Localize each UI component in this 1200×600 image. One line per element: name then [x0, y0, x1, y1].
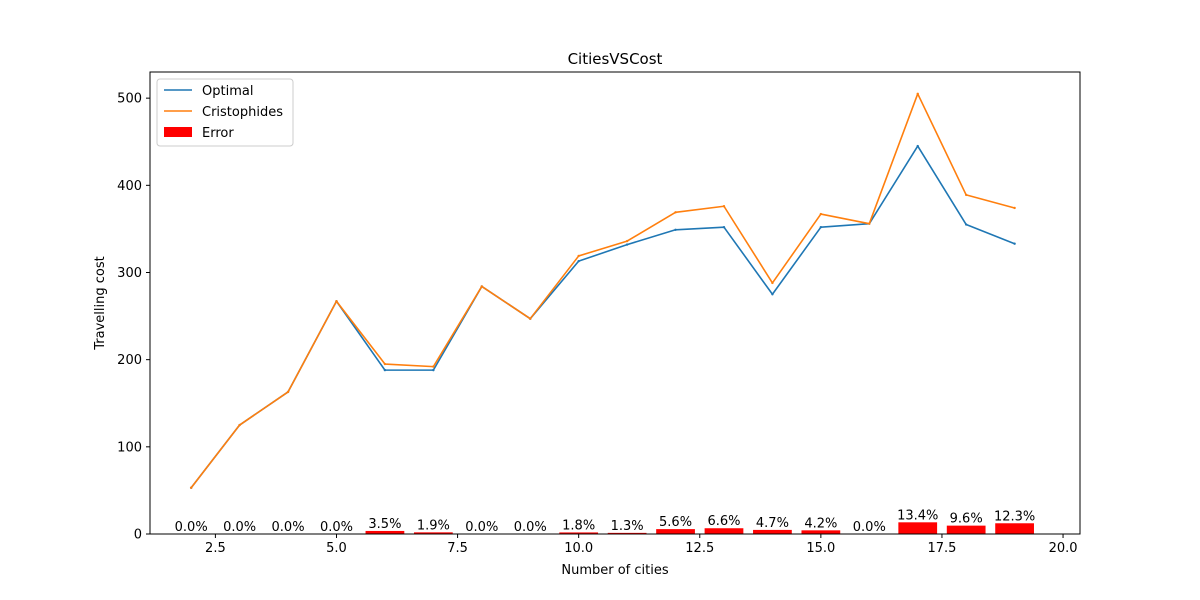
y-tick-label-3: 300: [117, 266, 142, 281]
y-axis: 0 100 200 300 400 500: [117, 92, 150, 543]
bar-label-8: 0.0%: [465, 520, 498, 535]
bar-label-5: 0.0%: [320, 520, 353, 535]
point-optimal-11: [625, 243, 629, 246]
x-tick-label-0: 2.5: [205, 541, 226, 556]
bar-label-12: 5.6%: [659, 515, 692, 530]
point-cristophides-18: [964, 193, 968, 197]
bar-error-11: [607, 532, 647, 534]
bar-label-11: 1.3%: [611, 519, 644, 534]
x-tick-label-5: 15.0: [806, 541, 835, 556]
x-tick-label-3: 10.0: [564, 541, 593, 556]
point-optimal-13: [722, 225, 726, 229]
bar-label-14: 4.7%: [756, 516, 789, 531]
bar-error-13: [704, 528, 744, 534]
y-tick-label-5: 500: [117, 92, 142, 107]
point-cristophides-15: [819, 212, 823, 216]
point-cristophides-11: [625, 239, 629, 243]
bar-label-6: 3.5%: [368, 517, 401, 532]
bar-label-10: 1.8%: [562, 518, 595, 533]
legend-optimal-label: Optimal: [202, 84, 253, 99]
y-tick-label-1: 100: [117, 440, 142, 455]
point-optimal-10: [577, 259, 580, 263]
bar-label-18: 9.6%: [950, 512, 983, 527]
point-cristophides-7: [432, 365, 435, 368]
bar-error-7: [413, 532, 453, 534]
point-cristophides-17: [916, 92, 919, 95]
x-tick-label-4: 12.5: [685, 541, 714, 556]
chart-title: CitiesVSCost: [568, 50, 663, 68]
point-cristophides-8: [480, 285, 483, 288]
x-tick-label-7: 20.0: [1049, 541, 1078, 556]
point-cristophides-10: [577, 254, 580, 258]
bar-label-3: 0.0%: [223, 520, 256, 535]
point-cristophides-9: [529, 317, 532, 320]
point-cristophides-13: [722, 205, 726, 208]
error-bar-labels: 0.0% 0.0% 0.0% 0.0% 3.5% 1.9% 0.0% 0.0% 1.8% 1.3%…: [175, 508, 1036, 535]
y-tick-label-0: 0: [134, 528, 142, 543]
y-tick-label-2: 200: [117, 353, 142, 368]
series-line-optimal: [190, 145, 1015, 489]
y-tick-label-4: 400: [117, 179, 142, 194]
bar-label-2: 0.0%: [175, 520, 208, 535]
x-tick-label-6: 17.5: [927, 541, 956, 556]
point-cristophides-5: [335, 300, 338, 303]
plot-frame: [149, 71, 1081, 535]
bar-error-18: [946, 525, 986, 534]
point-optimal-17: [916, 144, 919, 148]
bar-error-14: [753, 529, 792, 534]
point-cristophides-14: [771, 281, 774, 285]
bar-error-19: [995, 523, 1034, 534]
point-optimal-6: [383, 368, 387, 372]
point-cristophides-19: [1013, 206, 1016, 210]
bar-error-17: [898, 522, 938, 534]
error-bars: [365, 522, 1034, 534]
y-axis-title: Travelling cost: [93, 256, 108, 350]
x-axis-title: Number of cities: [561, 563, 668, 578]
point-cristophides-16: [868, 222, 871, 225]
point-optimal-18: [964, 223, 968, 226]
bar-label-15: 4.2%: [804, 516, 837, 531]
bar-error-15: [801, 530, 841, 534]
bar-label-17: 13.4%: [897, 508, 938, 523]
legend-cristophides-label: Cristophides: [202, 105, 283, 120]
point-optimal-14: [771, 293, 774, 296]
series-line-cristophides: [190, 92, 1015, 489]
x-tick-label-2: 7.5: [447, 541, 468, 556]
x-tick-label-1: 5.0: [326, 541, 347, 556]
bar-label-7: 1.9%: [417, 518, 450, 533]
point-cristophides-3: [238, 423, 241, 427]
bar-label-4: 0.0%: [272, 520, 305, 535]
bar-error-10: [559, 532, 599, 534]
point-cristophides-4: [286, 390, 290, 394]
x-axis: 2.5 5.0 7.5 10.0 12.5 15.0 17.5 20.0: [205, 534, 1078, 556]
point-cristophides-6: [383, 362, 387, 366]
bar-label-16: 0.0%: [853, 520, 886, 535]
bar-label-13: 6.6%: [707, 514, 740, 529]
series-lines: [189, 92, 1016, 489]
bar-label-9: 0.0%: [514, 520, 547, 535]
legend: Optimal Cristophides Error: [156, 78, 294, 147]
point-cristophides-2: [189, 486, 193, 489]
legend-error-label: Error: [202, 126, 234, 141]
point-optimal-7: [432, 368, 435, 372]
point-optimal-12: [674, 228, 677, 231]
point-cristophides-12: [674, 211, 677, 214]
legend-error-swatch: [164, 127, 192, 137]
bar-label-19: 12.3%: [994, 509, 1035, 524]
bar-error-12: [656, 529, 695, 534]
point-optimal-19: [1013, 242, 1016, 245]
bar-error-6: [365, 530, 405, 534]
point-optimal-15: [819, 225, 823, 229]
